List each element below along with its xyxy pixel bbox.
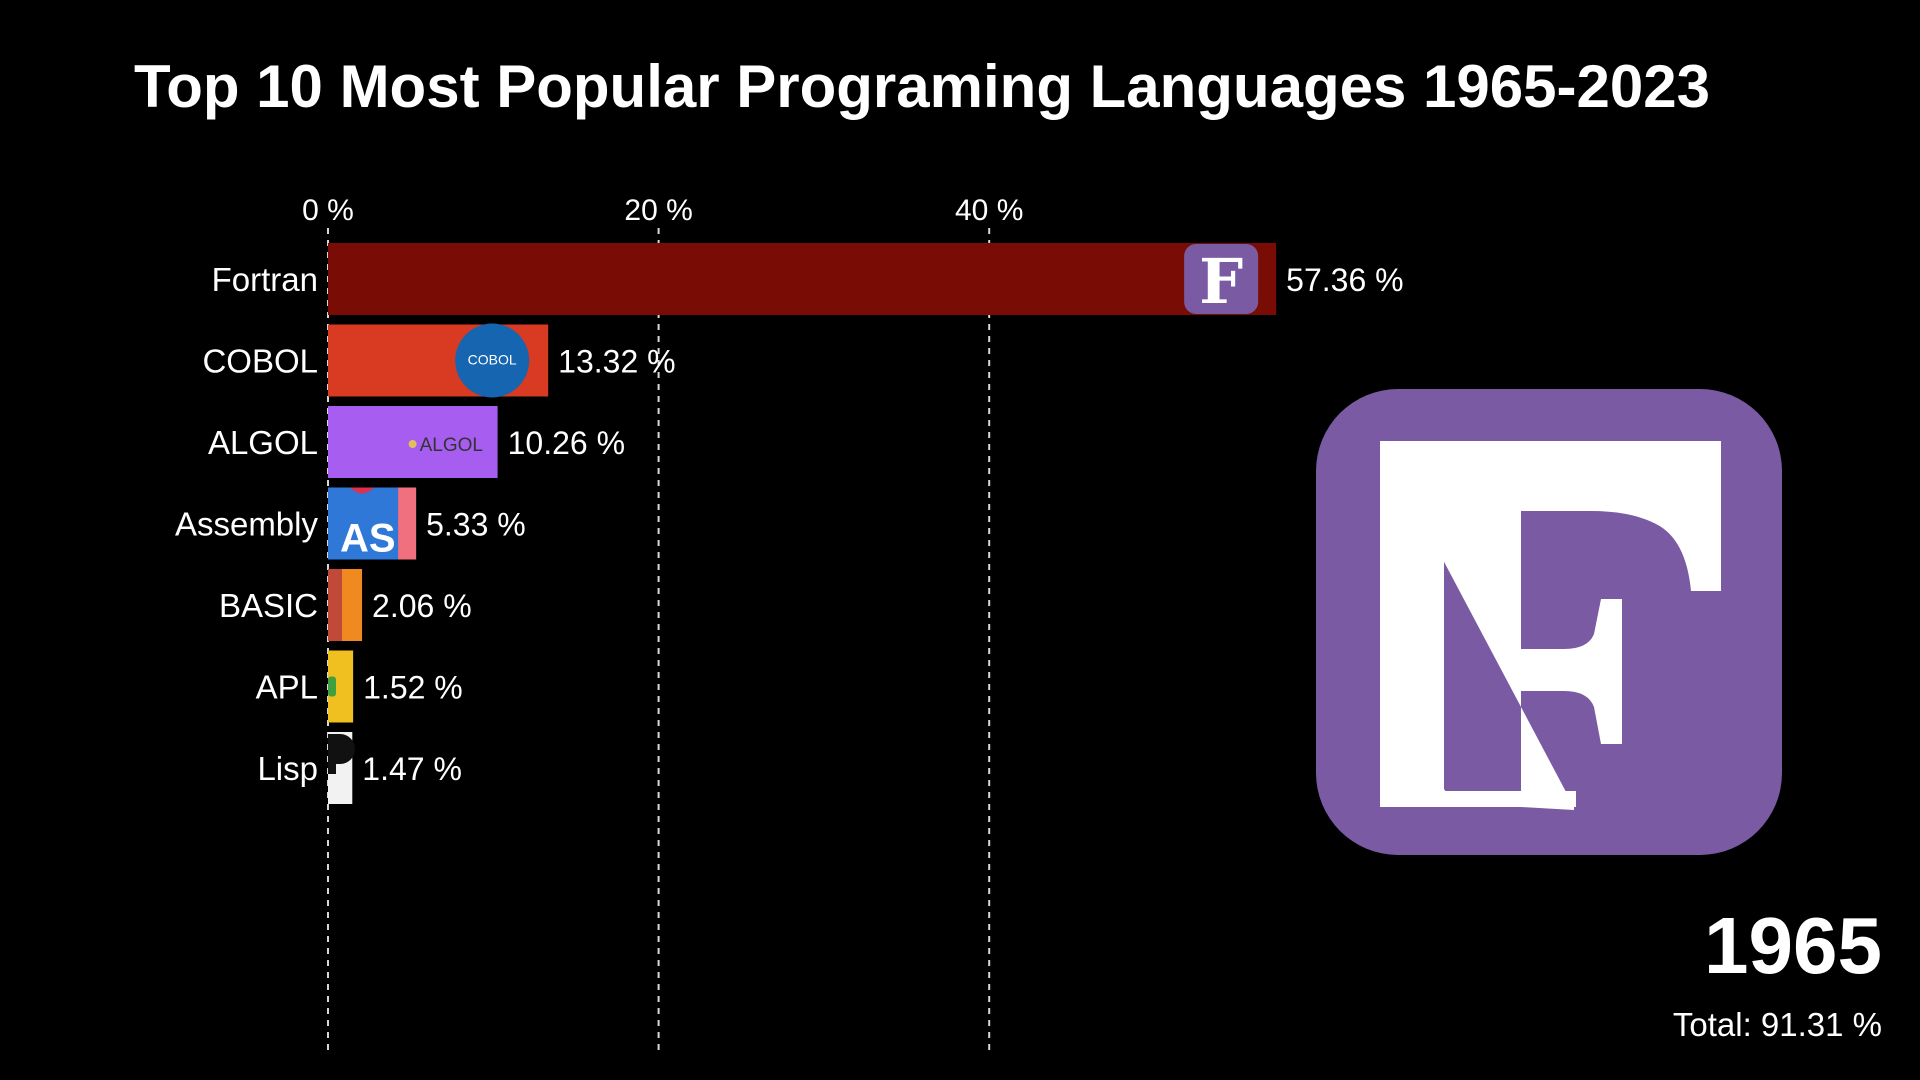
lisp-icon	[328, 734, 355, 774]
x-tick-label: 20 %	[624, 194, 692, 227]
category-label: ALGOL	[208, 424, 318, 461]
algol-icon-dot	[408, 440, 417, 448]
category-label: Fortran	[212, 261, 318, 298]
assembly-icon-text: AS	[340, 517, 396, 561]
value-label: 5.33 %	[426, 507, 526, 543]
value-label: 13.32 %	[558, 344, 675, 380]
basic-icon	[328, 569, 342, 641]
value-label: 1.52 %	[363, 670, 463, 706]
assembly-icon-notch	[350, 487, 374, 494]
cobol-icon-text: COBOL	[468, 352, 517, 368]
category-label: APL	[256, 669, 318, 706]
cobol-icon	[455, 323, 530, 398]
fortran-icon-letter: F	[1199, 245, 1243, 318]
chart-title: Top 10 Most Popular Programing Languages…	[134, 53, 1710, 120]
category-label: COBOL	[202, 343, 318, 380]
x-tick-label: 0 %	[302, 194, 354, 227]
bar-fortran	[328, 243, 1277, 315]
value-label: 57.36 %	[1286, 262, 1403, 298]
value-label: 2.06 %	[372, 588, 472, 624]
category-label: Assembly	[175, 506, 319, 543]
current-year: 1965	[1704, 901, 1882, 990]
algol-icon-text: ALGOL	[420, 435, 483, 456]
x-tick-label: 40 %	[955, 194, 1023, 227]
total-percentage: Total: 91.31 %	[1672, 1006, 1882, 1043]
category-label: Lisp	[257, 750, 318, 787]
category-label: BASIC	[219, 587, 318, 624]
fortran-logo-large	[1316, 389, 1782, 855]
assembly-icon-strip	[398, 487, 417, 560]
fortran-icon	[1184, 244, 1259, 314]
value-label: 1.47 %	[362, 751, 462, 787]
value-label: 10.26 %	[508, 425, 625, 461]
apl-icon	[328, 676, 336, 697]
